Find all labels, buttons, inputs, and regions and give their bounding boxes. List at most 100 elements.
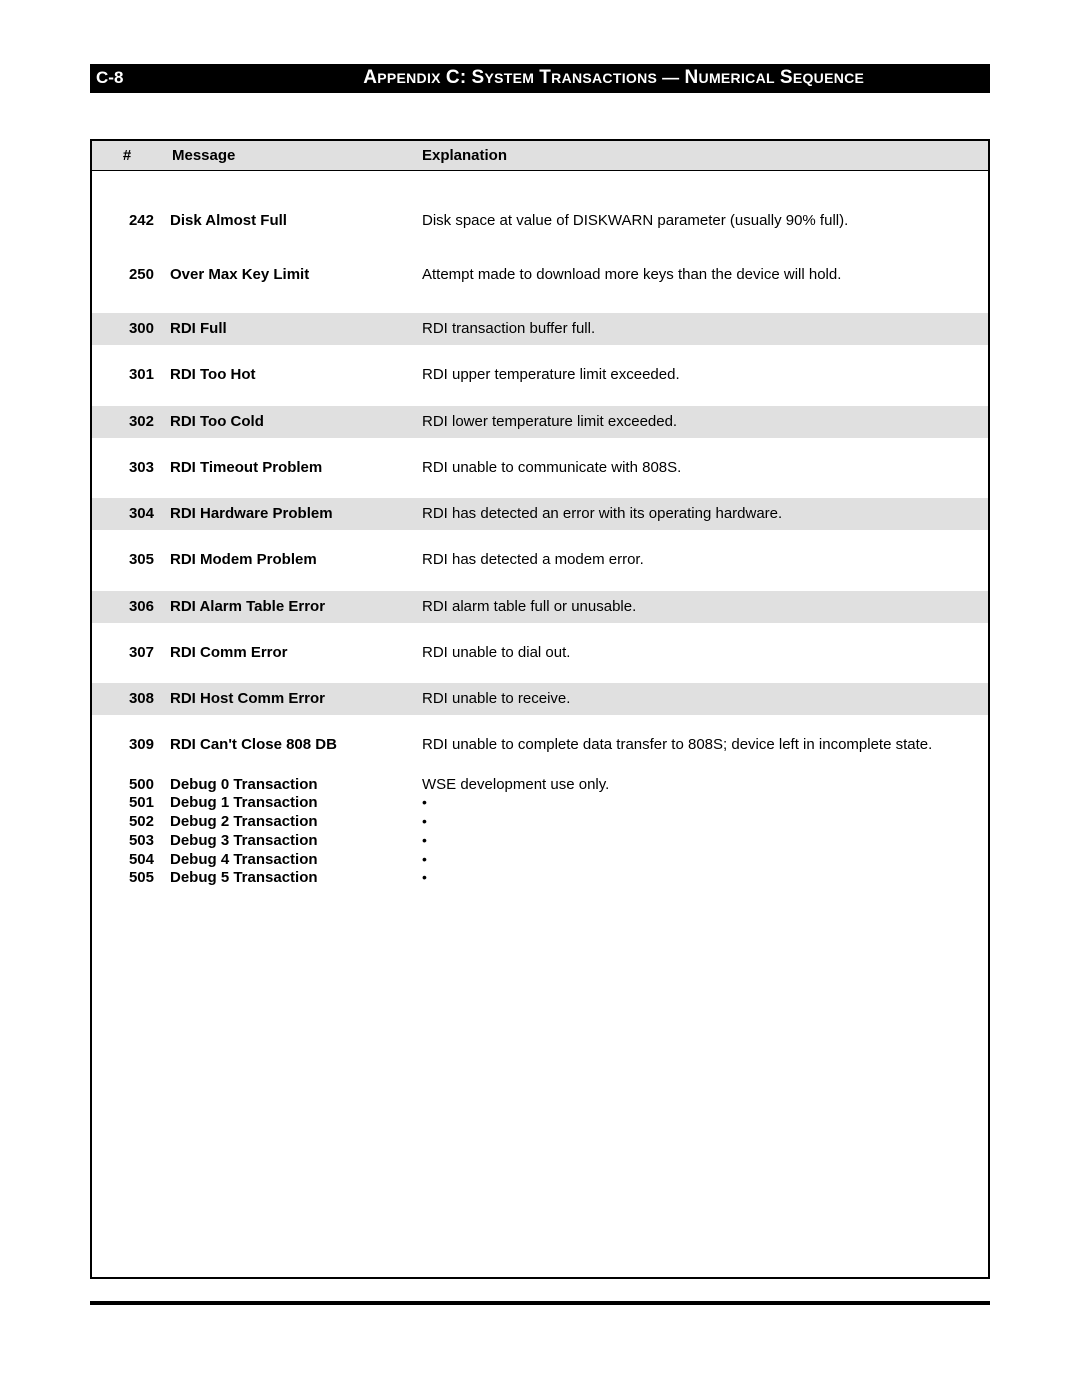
table-row: 504Debug 4 Transaction •: [92, 851, 988, 870]
row-message: Debug 5 Transaction: [162, 869, 412, 888]
table-row: 503Debug 3 Transaction •: [92, 832, 988, 851]
table-row: 300RDI FullRDI transaction buffer full.: [92, 313, 988, 345]
page-title: APPENDIX C: SYSTEM TRANSACTIONS — NUMERI…: [123, 67, 984, 89]
row-message: Debug 4 Transaction: [162, 851, 412, 870]
row-explanation: Disk space at value of DISKWARN paramete…: [412, 205, 988, 237]
row-gap: [92, 762, 988, 776]
bullet-icon: •: [422, 832, 427, 848]
footer-rule: [90, 1301, 990, 1305]
table-row: 500Debug 0 TransactionWSE development us…: [92, 776, 988, 795]
row-explanation: RDI unable to communicate with 808S.: [412, 452, 988, 484]
row-gap: [92, 237, 988, 259]
table-row: 242Disk Almost FullDisk space at value o…: [92, 205, 988, 237]
table-row: 306RDI Alarm Table ErrorRDI alarm table …: [92, 591, 988, 623]
row-message: RDI Modem Problem: [162, 544, 412, 576]
bullet-icon: •: [422, 851, 427, 867]
row-explanation: •: [412, 869, 988, 888]
row-explanation: RDI alarm table full or unusable.: [412, 591, 988, 623]
table-row: 305RDI Modem ProblemRDI has detected a m…: [92, 544, 988, 576]
row-number: 309: [92, 729, 162, 761]
row-message: Debug 3 Transaction: [162, 832, 412, 851]
row-number: 307: [92, 637, 162, 669]
col-header-message: Message: [162, 141, 412, 171]
row-explanation: RDI unable to dial out.: [412, 637, 988, 669]
row-number: 503: [92, 832, 162, 851]
table-header-row: # Message Explanation: [92, 141, 988, 171]
row-gap: [92, 392, 988, 406]
bullet-icon: •: [422, 813, 427, 829]
row-gap: [92, 669, 988, 683]
table-row: 302RDI Too ColdRDI lower temperature lim…: [92, 406, 988, 438]
table-container: # Message Explanation 242Disk Almost Ful…: [90, 139, 990, 1279]
row-number: 304: [92, 498, 162, 530]
bullet-icon: •: [422, 869, 427, 885]
table-row: 303RDI Timeout ProblemRDI unable to comm…: [92, 452, 988, 484]
row-gap: [92, 530, 988, 544]
row-explanation: RDI has detected a modem error.: [412, 544, 988, 576]
table-row: 304RDI Hardware ProblemRDI has detected …: [92, 498, 988, 530]
row-message: RDI Comm Error: [162, 637, 412, 669]
table-row: 301RDI Too HotRDI upper temperature limi…: [92, 359, 988, 391]
row-number: 501: [92, 794, 162, 813]
row-explanation: •: [412, 832, 988, 851]
row-number: 505: [92, 869, 162, 888]
row-number: 301: [92, 359, 162, 391]
row-gap: [92, 484, 988, 498]
row-message: Debug 1 Transaction: [162, 794, 412, 813]
row-number: 302: [92, 406, 162, 438]
transactions-table: # Message Explanation 242Disk Almost Ful…: [92, 141, 988, 888]
table-spacer: [92, 171, 988, 205]
row-message: Debug 0 Transaction: [162, 776, 412, 795]
row-explanation: •: [412, 813, 988, 832]
table-row: 308RDI Host Comm ErrorRDI unable to rece…: [92, 683, 988, 715]
row-number: 242: [92, 205, 162, 237]
row-explanation: RDI has detected an error with its opera…: [412, 498, 988, 530]
page-header-bar: C-8 APPENDIX C: SYSTEM TRANSACTIONS — NU…: [90, 64, 990, 93]
bullet-icon: •: [422, 794, 427, 810]
row-gap: [92, 715, 988, 729]
row-number: 500: [92, 776, 162, 795]
table-row: 307RDI Comm ErrorRDI unable to dial out.: [92, 637, 988, 669]
row-gap: [92, 345, 988, 359]
row-number: 308: [92, 683, 162, 715]
row-explanation: RDI lower temperature limit exceeded.: [412, 406, 988, 438]
page-code: C-8: [96, 68, 123, 88]
row-message: RDI Hardware Problem: [162, 498, 412, 530]
row-number: 504: [92, 851, 162, 870]
row-number: 502: [92, 813, 162, 832]
row-explanation: RDI unable to complete data transfer to …: [412, 729, 988, 761]
row-message: RDI Full: [162, 313, 412, 345]
row-message: Debug 2 Transaction: [162, 813, 412, 832]
row-message: RDI Timeout Problem: [162, 452, 412, 484]
row-gap: [92, 623, 988, 637]
table-body: 242Disk Almost FullDisk space at value o…: [92, 171, 988, 889]
row-explanation: RDI upper temperature limit exceeded.: [412, 359, 988, 391]
row-gap: [92, 577, 988, 591]
row-explanation: WSE development use only.: [412, 776, 988, 795]
row-message: RDI Too Cold: [162, 406, 412, 438]
row-message: RDI Too Hot: [162, 359, 412, 391]
table-row: 502Debug 2 Transaction •: [92, 813, 988, 832]
row-number: 306: [92, 591, 162, 623]
row-number: 300: [92, 313, 162, 345]
row-explanation: •: [412, 794, 988, 813]
row-message: RDI Can't Close 808 DB: [162, 729, 412, 761]
row-gap: [92, 291, 988, 313]
table-row: 501Debug 1 Transaction •: [92, 794, 988, 813]
row-number: 305: [92, 544, 162, 576]
col-header-explanation: Explanation: [412, 141, 988, 171]
row-explanation: RDI unable to receive.: [412, 683, 988, 715]
table-row: 309RDI Can't Close 808 DBRDI unable to c…: [92, 729, 988, 761]
row-explanation: Attempt made to download more keys than …: [412, 259, 988, 291]
row-message: Disk Almost Full: [162, 205, 412, 237]
row-explanation: •: [412, 851, 988, 870]
table-row: 505Debug 5 Transaction •: [92, 869, 988, 888]
row-message: RDI Host Comm Error: [162, 683, 412, 715]
table-row: 250Over Max Key LimitAttempt made to dow…: [92, 259, 988, 291]
row-gap: [92, 438, 988, 452]
row-number: 250: [92, 259, 162, 291]
row-message: Over Max Key Limit: [162, 259, 412, 291]
row-number: 303: [92, 452, 162, 484]
row-explanation: RDI transaction buffer full.: [412, 313, 988, 345]
col-header-number: #: [92, 141, 162, 171]
